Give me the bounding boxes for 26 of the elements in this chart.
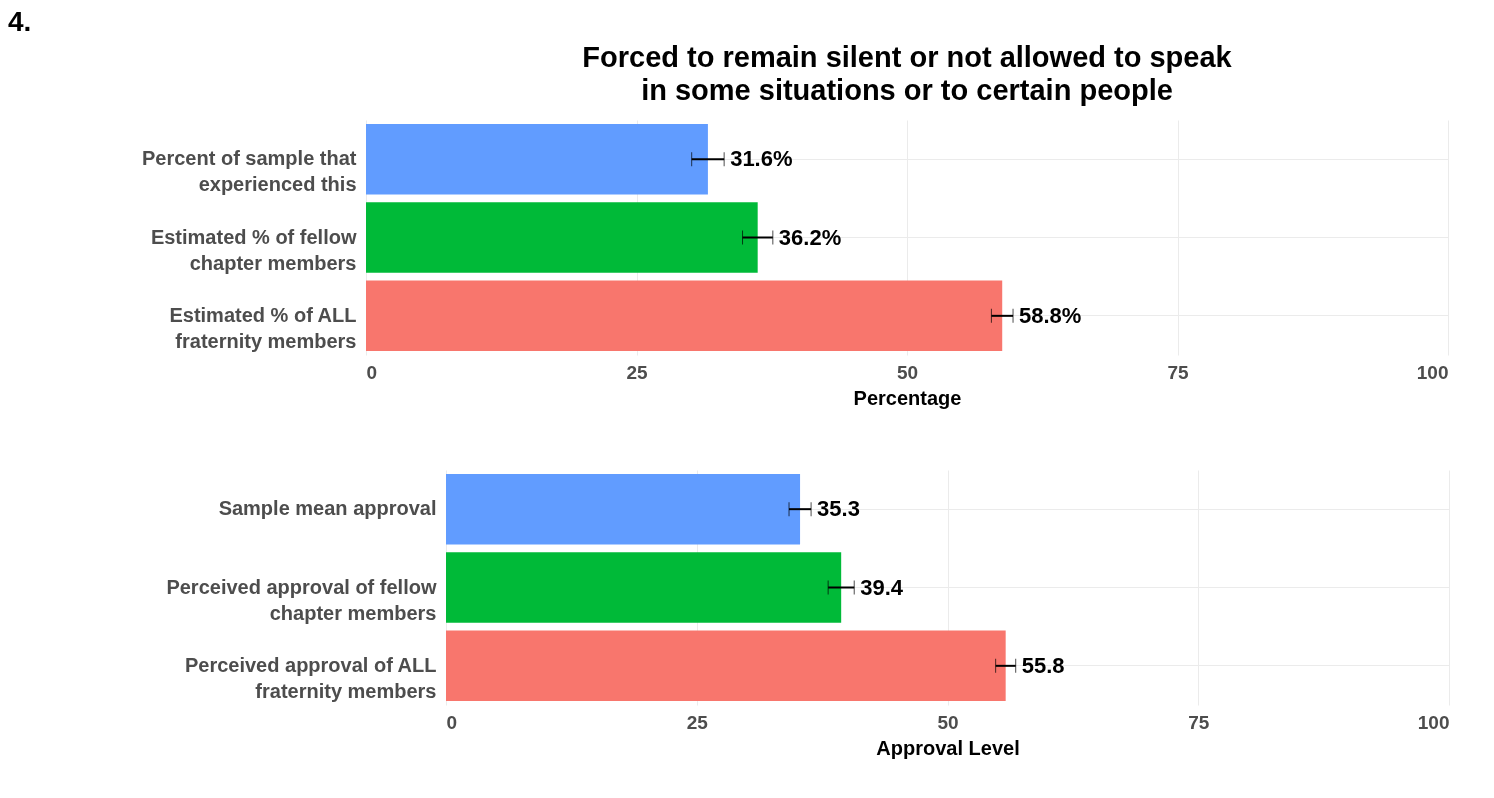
data-label: 31.6% <box>730 146 793 172</box>
x-tick-label: 50 <box>937 711 959 733</box>
data-label: 58.8% <box>1019 302 1082 328</box>
data-label: 55.8 <box>1021 652 1065 678</box>
x-tick-label: 100 <box>1416 361 1449 383</box>
x-tick-label: 100 <box>1417 711 1450 733</box>
x-tick-label: 75 <box>1167 361 1189 383</box>
chart-title: Forced to remain silent or not allowed to speak in some situations or to certain people <box>582 41 1233 106</box>
x-tick-label: 25 <box>686 711 709 733</box>
data-label: 36.2% <box>778 224 842 250</box>
x-axis-title: Percentage <box>853 386 962 409</box>
x-tick-label: 25 <box>626 361 648 383</box>
y-tick-label: Perceived approval of fellow chapter members <box>166 575 437 624</box>
y-tick-label: Perceived approval of ALL fraternity members <box>184 653 437 702</box>
y-tick-label: Sample mean approval <box>218 497 437 520</box>
data-label: 35.3 <box>817 496 860 522</box>
text: 4. <box>8 6 32 38</box>
x-tick-label: 75 <box>1188 711 1210 733</box>
y-tick-label: Percent of sample that experienced this <box>141 147 357 196</box>
x-tick-label: 50 <box>896 361 919 383</box>
data-label: 39.4 <box>860 574 904 600</box>
y-tick-label: Estimated % of fellow chapter members <box>150 225 357 274</box>
x-axis-title: Approval Level <box>876 736 1020 759</box>
y-tick-label: Estimated % of ALL fraternity members <box>169 303 357 352</box>
x-tick-label: 0 <box>446 711 458 733</box>
x-tick-label: 0 <box>366 361 378 383</box>
